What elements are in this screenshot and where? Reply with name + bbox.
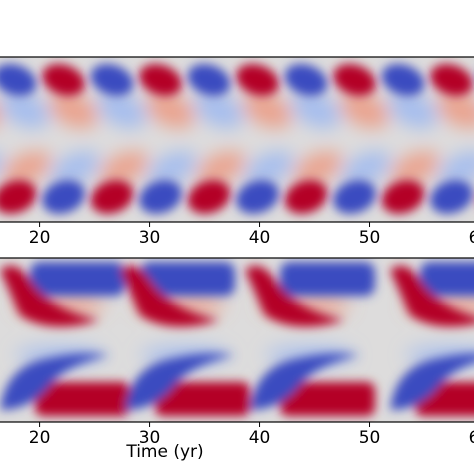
x-tick-label: 30 bbox=[139, 228, 161, 248]
tail bbox=[97, 91, 147, 129]
cell bbox=[90, 180, 134, 214]
cell bbox=[0, 64, 37, 96]
cell bbox=[245, 265, 345, 327]
cell bbox=[381, 64, 425, 96]
tail bbox=[148, 151, 197, 185]
cell bbox=[430, 180, 473, 214]
heatmap-cells bbox=[0, 262, 474, 416]
x-tick-label: 20 bbox=[29, 228, 51, 248]
tail bbox=[390, 151, 440, 185]
cell bbox=[236, 180, 279, 214]
cell bbox=[280, 262, 375, 296]
cell bbox=[390, 265, 474, 327]
cell bbox=[187, 64, 231, 96]
cell bbox=[35, 382, 130, 416]
x-tick-label: 50 bbox=[359, 228, 381, 248]
cell bbox=[381, 180, 425, 214]
cell bbox=[187, 180, 231, 214]
tail bbox=[99, 151, 149, 185]
cell bbox=[236, 64, 279, 96]
heatmap bbox=[0, 57, 474, 222]
heatmap-tails bbox=[0, 91, 474, 185]
heatmap bbox=[0, 258, 474, 422]
cell bbox=[42, 180, 85, 214]
tail bbox=[242, 91, 293, 129]
cell bbox=[333, 180, 376, 214]
x-axis-label: Time (yr) bbox=[125, 442, 203, 462]
cell bbox=[155, 382, 250, 416]
cell bbox=[90, 64, 134, 96]
tail bbox=[291, 91, 341, 129]
cell bbox=[250, 353, 360, 410]
x-tick-label: 40 bbox=[249, 228, 271, 248]
tail bbox=[439, 151, 474, 185]
tail bbox=[2, 151, 52, 185]
x-tick-label: 30 bbox=[139, 428, 161, 448]
x-tick-label: 20 bbox=[29, 428, 51, 448]
cell bbox=[0, 180, 37, 214]
x-tick-label: 50 bbox=[359, 428, 381, 448]
x-tick-label: 60 bbox=[469, 428, 474, 448]
cell bbox=[420, 262, 474, 296]
tail bbox=[51, 151, 100, 185]
tail bbox=[194, 91, 244, 129]
cell bbox=[42, 64, 85, 96]
plot-frame bbox=[0, 257, 474, 423]
cell bbox=[30, 262, 125, 296]
tail bbox=[48, 91, 99, 129]
tail bbox=[388, 91, 438, 129]
tail bbox=[293, 151, 343, 185]
tail bbox=[342, 151, 391, 185]
cell bbox=[120, 265, 220, 327]
cell bbox=[390, 353, 474, 410]
cell bbox=[333, 64, 376, 96]
heatmap-cells bbox=[0, 64, 473, 214]
cell bbox=[284, 64, 328, 96]
cell bbox=[430, 64, 473, 96]
x-tick-label: 40 bbox=[249, 428, 271, 448]
cell bbox=[0, 353, 110, 410]
cell bbox=[280, 382, 375, 416]
cell bbox=[139, 64, 182, 96]
cell bbox=[0, 265, 100, 327]
tail bbox=[245, 151, 294, 185]
cell bbox=[125, 353, 235, 410]
cell bbox=[139, 180, 182, 214]
tail bbox=[196, 151, 246, 185]
cell bbox=[140, 262, 235, 296]
tail bbox=[0, 91, 50, 129]
tail bbox=[145, 91, 196, 129]
cell bbox=[284, 180, 328, 214]
tail bbox=[339, 91, 390, 129]
plot-frame bbox=[0, 56, 474, 223]
x-tick-label: 60 bbox=[469, 228, 474, 248]
